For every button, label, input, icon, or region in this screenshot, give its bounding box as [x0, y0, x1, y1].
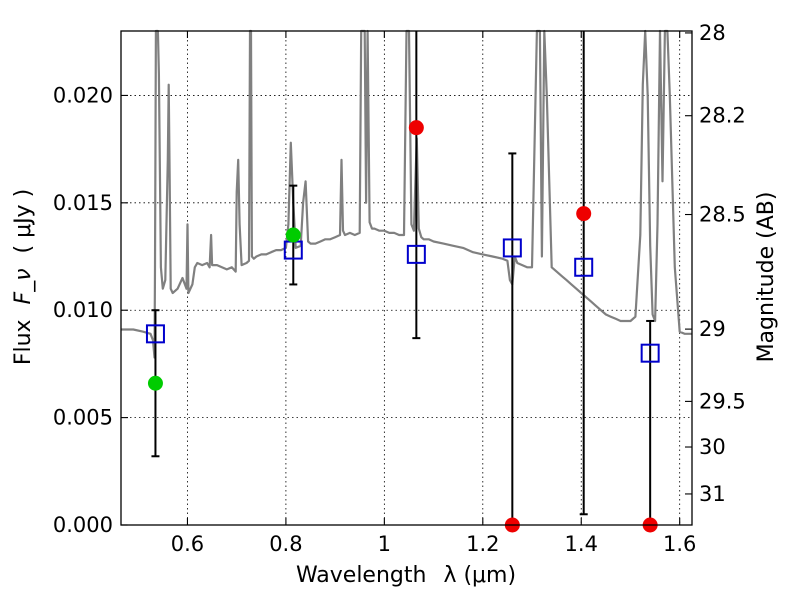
- plot-frame: [120, 30, 693, 526]
- y-tick-label: 0.000: [53, 513, 113, 537]
- model-spectrum: [121, 29, 692, 359]
- y2-tick-label: 29: [699, 317, 726, 341]
- x-tick-label: 0.8: [269, 532, 302, 556]
- y-axis-label: Flux F_ν ( μJy ): [11, 189, 36, 365]
- y-tick-label: 0.020: [53, 83, 113, 107]
- model-spectrum-line: [121, 29, 692, 359]
- x-tick-label: 0.6: [171, 532, 204, 556]
- error-bars: [151, 31, 655, 525]
- x-ticks: 0.6 0.8 1 1.2 1.4 1.6: [171, 31, 696, 556]
- y-tick-label: 0.010: [53, 298, 113, 322]
- y2-ticks: 28 28.2 28.5 29 29.5 30 31: [685, 21, 746, 506]
- x-axis-label-math: λ (μm): [443, 563, 516, 588]
- data-markers: [145, 120, 660, 533]
- y-ticks: 0.000 0.005 0.010 0.015 0.020: [53, 83, 128, 537]
- y2-tick-label: 29.5: [699, 389, 746, 413]
- y2-tick-label: 31: [699, 482, 726, 506]
- y2-tick-label: 30: [699, 435, 726, 459]
- y2-tick-label: 28.5: [699, 203, 746, 227]
- x-axis-label-text: Wavelength: [296, 563, 427, 588]
- model-flux-marker: [408, 120, 424, 136]
- x-tick-label: 1.6: [663, 532, 696, 556]
- x-tick-label: 1.2: [466, 532, 499, 556]
- model-flux-marker: [285, 227, 301, 243]
- x-tick-label: 1.4: [565, 532, 598, 556]
- x-tick-label: 1: [378, 532, 391, 556]
- observed-flux-marker: [406, 244, 426, 264]
- y2-tick-label: 28: [699, 21, 726, 45]
- model-flux-marker: [147, 375, 163, 391]
- model-flux-marker: [576, 206, 592, 222]
- observed-flux-marker: [640, 343, 660, 363]
- y2-axis-label: Magnitude (AB): [754, 192, 779, 363]
- y2-tick-label: 28.2: [699, 104, 746, 128]
- y-axis-label-unit: ( μJy ): [11, 189, 36, 254]
- y-tick-label: 0.015: [53, 191, 113, 215]
- observed-flux-marker: [502, 238, 522, 258]
- y-tick-label: 0.005: [53, 406, 113, 430]
- observed-flux-marker: [145, 324, 165, 344]
- y-axis-label-text: Flux: [11, 319, 36, 365]
- x-axis-label: Wavelength λ (μm): [296, 563, 516, 588]
- observed-flux-marker: [574, 257, 594, 277]
- y-axis-label-math: F_ν: [11, 268, 36, 304]
